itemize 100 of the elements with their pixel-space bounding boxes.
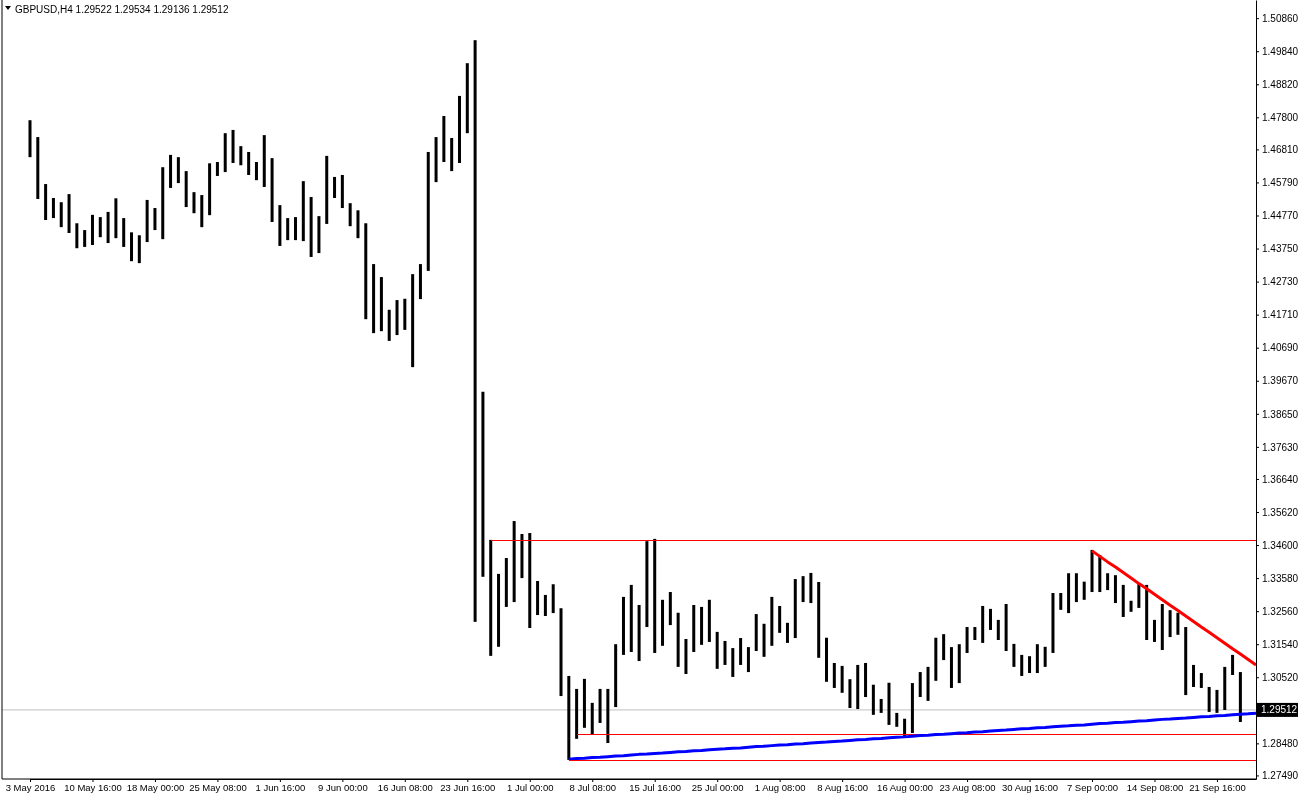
bar [325, 155, 329, 224]
bar [403, 298, 407, 330]
bar [1067, 573, 1071, 614]
bar [996, 619, 1000, 640]
bar [559, 608, 563, 697]
bar [75, 223, 79, 249]
bar [465, 63, 469, 134]
bar [59, 202, 63, 228]
bar [1215, 689, 1219, 713]
bar [981, 605, 985, 643]
bar [434, 137, 438, 183]
bar [1152, 619, 1156, 642]
bar [169, 154, 173, 188]
bar [192, 192, 196, 214]
bar [1176, 612, 1180, 635]
bar [1192, 664, 1196, 687]
x-tick-label: 1 Jun 16:00 [255, 781, 306, 793]
bar [83, 230, 87, 247]
bar [942, 634, 946, 661]
bar [1184, 627, 1188, 696]
bar [871, 684, 875, 715]
bar [1020, 654, 1024, 676]
bar [551, 584, 555, 614]
y-tick-label: 1.42730 [1262, 276, 1299, 288]
bar [715, 631, 719, 669]
bar [418, 264, 422, 300]
x-tick-label: 15 Jul 16:00 [629, 781, 682, 793]
bar [379, 277, 383, 332]
bar [481, 391, 485, 577]
bar [895, 712, 899, 727]
bar [965, 627, 969, 653]
bar [1051, 593, 1055, 653]
bar [98, 217, 102, 238]
bar [840, 665, 844, 693]
y-tick-label: 1.44770 [1262, 210, 1299, 222]
y-tick-label: 1.30520 [1262, 671, 1299, 683]
bar [582, 678, 586, 728]
bar [723, 640, 727, 665]
ref-line-label: 1.29512 [1261, 704, 1298, 716]
bar [661, 599, 665, 646]
bar [1223, 666, 1227, 710]
bar [957, 644, 961, 684]
bar [286, 218, 290, 241]
x-tick-label: 8 Jul 08:00 [569, 781, 616, 793]
bar [254, 162, 258, 181]
x-tick-label: 25 May 08:00 [189, 781, 247, 793]
y-tick-label: 1.40690 [1262, 342, 1299, 354]
bar [770, 596, 774, 646]
bar [1129, 600, 1133, 612]
bar [1160, 604, 1164, 651]
bar [684, 639, 688, 675]
y-tick-label: 1.50860 [1262, 12, 1299, 24]
bar [426, 151, 430, 271]
y-tick-label: 1.49840 [1262, 45, 1299, 57]
bar [247, 151, 251, 175]
x-tick-label: 16 Aug 00:00 [877, 781, 934, 793]
bar [793, 579, 797, 639]
bar [67, 194, 71, 233]
bar [1059, 593, 1063, 610]
bar [356, 210, 360, 239]
chart-title: GBPUSD,H4 1.29522 1.29534 1.29136 1.29512 [15, 4, 229, 15]
bar [707, 599, 711, 642]
x-tick-label: 21 Sep 16:00 [1189, 781, 1246, 793]
bar [387, 309, 391, 341]
y-tick-label: 1.33580 [1262, 572, 1299, 584]
bar [762, 623, 766, 657]
bar [200, 195, 204, 228]
bar [1106, 573, 1110, 591]
bar [817, 581, 821, 658]
bar [457, 95, 461, 163]
bar [590, 702, 594, 735]
bar [700, 606, 704, 645]
bar [629, 584, 633, 652]
bar [333, 176, 337, 198]
bar [973, 627, 977, 640]
bar [1238, 672, 1242, 722]
bar [317, 216, 321, 254]
x-tick-label: 16 Jun 08:00 [377, 781, 433, 793]
bar [262, 135, 266, 187]
bar [1145, 584, 1149, 640]
bar [497, 573, 501, 647]
bar [1090, 549, 1094, 593]
bar [1199, 673, 1203, 688]
bar [36, 137, 40, 199]
bar [294, 217, 297, 241]
bar [989, 608, 992, 630]
bar [106, 211, 110, 244]
bar [90, 214, 94, 245]
bar [215, 162, 219, 176]
bar [949, 647, 953, 688]
bar [239, 146, 243, 166]
bar [1231, 654, 1235, 675]
bar [879, 698, 883, 713]
x-tick-label: 1 Jul 00:00 [507, 781, 554, 793]
bar [668, 592, 672, 626]
bar [520, 534, 524, 579]
y-tick-label: 1.43750 [1262, 243, 1299, 255]
bar [926, 666, 930, 701]
x-tick-label: 23 Aug 08:00 [939, 781, 996, 793]
bar [754, 614, 758, 651]
